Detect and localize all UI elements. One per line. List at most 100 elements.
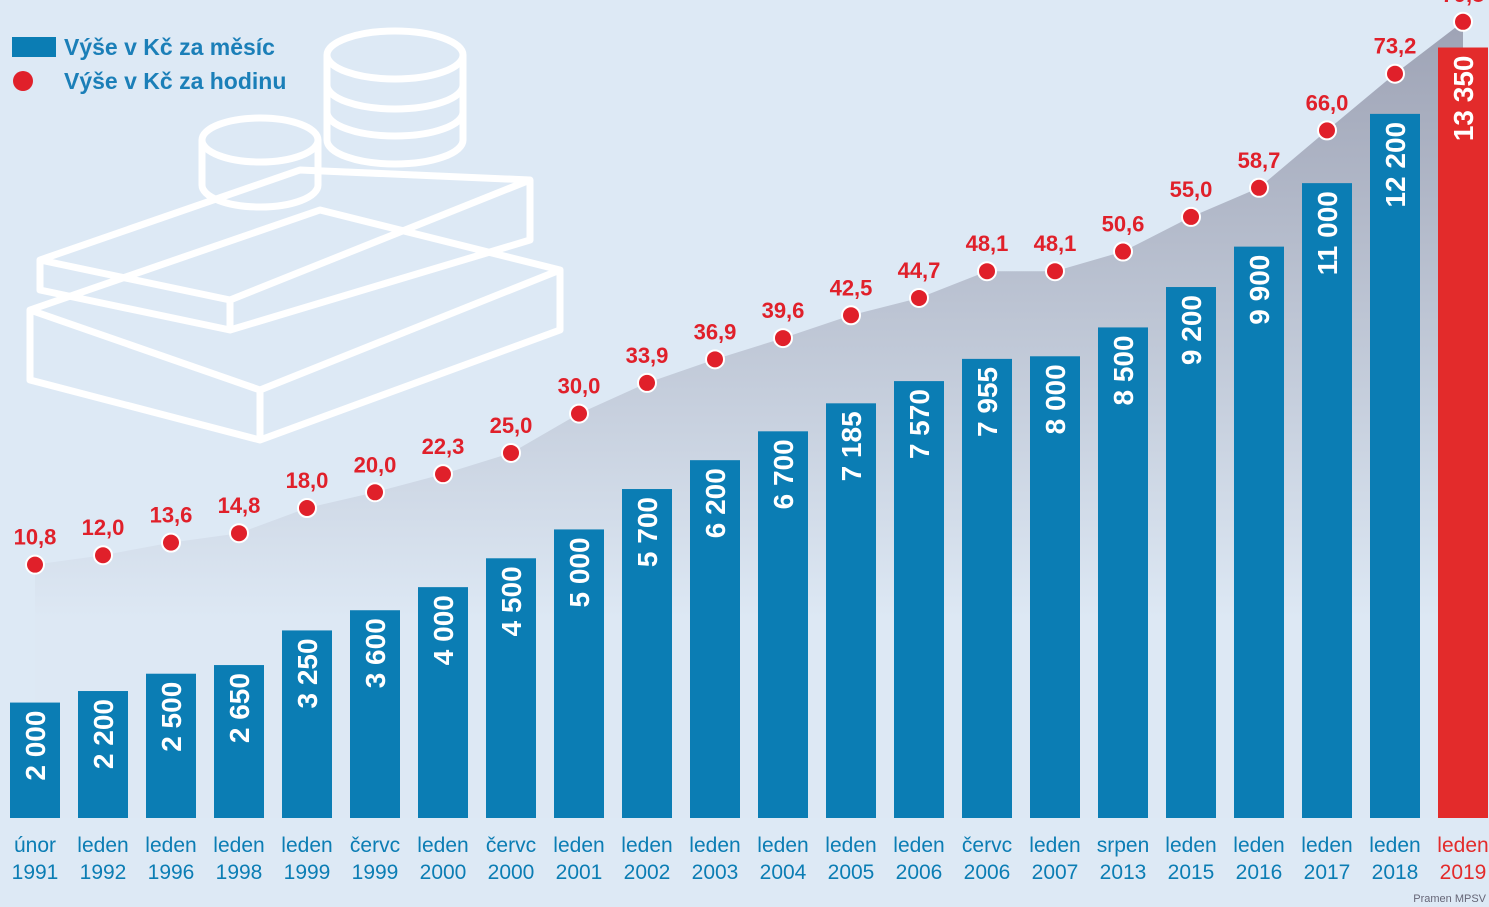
legend-swatch [13,71,33,91]
x-tick-label: 1992 [80,861,127,884]
bar [214,665,264,818]
bar-value-label: 7 185 [836,411,867,481]
bar [1438,47,1488,819]
x-tick-label: 2005 [828,861,875,884]
dot-value-label: 48,1 [966,231,1009,256]
hourly-dot [1045,261,1065,282]
bar [826,403,876,818]
bar-value-label: 2 500 [156,682,187,752]
hourly-dot [501,442,521,463]
dot-value-label: 79,8 [1442,0,1485,7]
hourly-dot [1317,120,1337,141]
bar [10,702,60,818]
bar [78,691,128,818]
bar [962,358,1012,818]
legend-swatch [12,37,56,57]
x-tick-label: 2006 [896,861,943,884]
bar-value-label: 11 000 [1312,191,1343,275]
legend-label: Výše v Kč za hodinu [64,68,286,94]
dot-value-label: 30,0 [558,374,601,399]
x-tick-label: 2015 [1168,861,1215,884]
x-tick-label: leden [689,834,740,857]
dot-value-label: 22,3 [422,434,465,459]
x-tick-label: leden [213,834,264,857]
hourly-dot [909,287,929,308]
bar-value-label: 8 500 [1108,335,1139,405]
bar [894,381,944,818]
x-tick-label: leden [757,834,808,857]
coins-illustration [26,27,564,444]
bar-value-label: 4 000 [428,595,459,665]
bar [1166,287,1216,818]
dot-value-label: 18,0 [286,468,329,493]
hourly-dot [161,532,181,553]
hourly-dot [365,482,385,503]
dot-value-label: 48,1 [1034,231,1077,256]
bar [758,431,808,818]
bar-value-label: 4 500 [496,566,527,636]
x-tick-label: leden [1301,834,1352,857]
bar-value-label: 3 600 [360,618,391,688]
x-tick-label: 2000 [420,861,467,884]
plot: 2 000 2 200 2 500 2 650 3 250 3 600 4 000 4 500… [10,0,1489,884]
bar [1370,113,1420,818]
hourly-dot [1181,206,1201,227]
x-tick-label: únor [14,834,56,857]
x-tick-label: leden [77,834,128,857]
x-tick-label: leden [1165,834,1216,857]
x-tick-label: červc [350,834,400,857]
bar-value-label: 2 200 [88,699,119,769]
x-tick-label: 1998 [216,861,263,884]
x-tick-label: leden [621,834,672,857]
bar [282,630,332,818]
hourly-dot [1113,241,1133,262]
bar [1098,327,1148,818]
dot-value-label: 55,0 [1170,177,1213,202]
hourly-dot [1249,177,1269,198]
hourly-dot [93,545,113,566]
x-tick-label: 1996 [148,861,195,884]
x-tick-label: srpen [1097,834,1150,857]
hourly-dot [297,498,317,519]
bar [554,529,604,818]
x-tick-label: 2017 [1304,861,1351,884]
x-tick-label: 2019 [1440,861,1487,884]
source: Pramen MPSV [1413,893,1486,905]
hourly-dot [433,464,453,485]
x-tick-label: 2002 [624,861,671,884]
x-tick-label: 2007 [1032,861,1079,884]
legend-label: Výše v Kč za měsíc [64,34,275,60]
dot-value-label: 10,8 [14,525,57,550]
x-tick-label: 2000 [488,861,535,884]
bar-value-label: 3 250 [292,638,323,708]
dot-value-label: 25,0 [490,413,533,438]
dot-value-label: 50,6 [1102,212,1145,237]
x-tick-label: leden [145,834,196,857]
bar [1302,183,1352,819]
bar-value-label: 9 200 [1176,295,1207,365]
x-tick-label: leden [1233,834,1284,857]
hourly-dot [229,523,249,544]
bar-value-label: 2 650 [224,673,255,743]
dot-value-label: 66,0 [1306,90,1349,115]
bar-value-label: 7 570 [904,389,935,459]
bar-value-label: 13 350 [1448,56,1479,142]
dot-value-label: 13,6 [150,503,193,528]
bar [1030,356,1080,818]
hourly-dot [705,349,725,370]
bar [1234,246,1284,819]
bar [418,587,468,818]
bar-value-label: 12 200 [1380,122,1411,208]
x-tick-label: 2013 [1100,861,1147,884]
dot-value-label: 42,5 [830,275,873,300]
hourly-dot [569,403,589,424]
bar [622,489,672,818]
dot-value-label: 20,0 [354,452,397,477]
bar-value-label: 9 900 [1244,255,1275,325]
hourly-dot [773,328,793,349]
bar [146,673,196,818]
x-tick-label: 2004 [760,861,807,884]
dot-value-label: 33,9 [626,343,669,368]
x-tick-label: 1991 [12,861,59,884]
